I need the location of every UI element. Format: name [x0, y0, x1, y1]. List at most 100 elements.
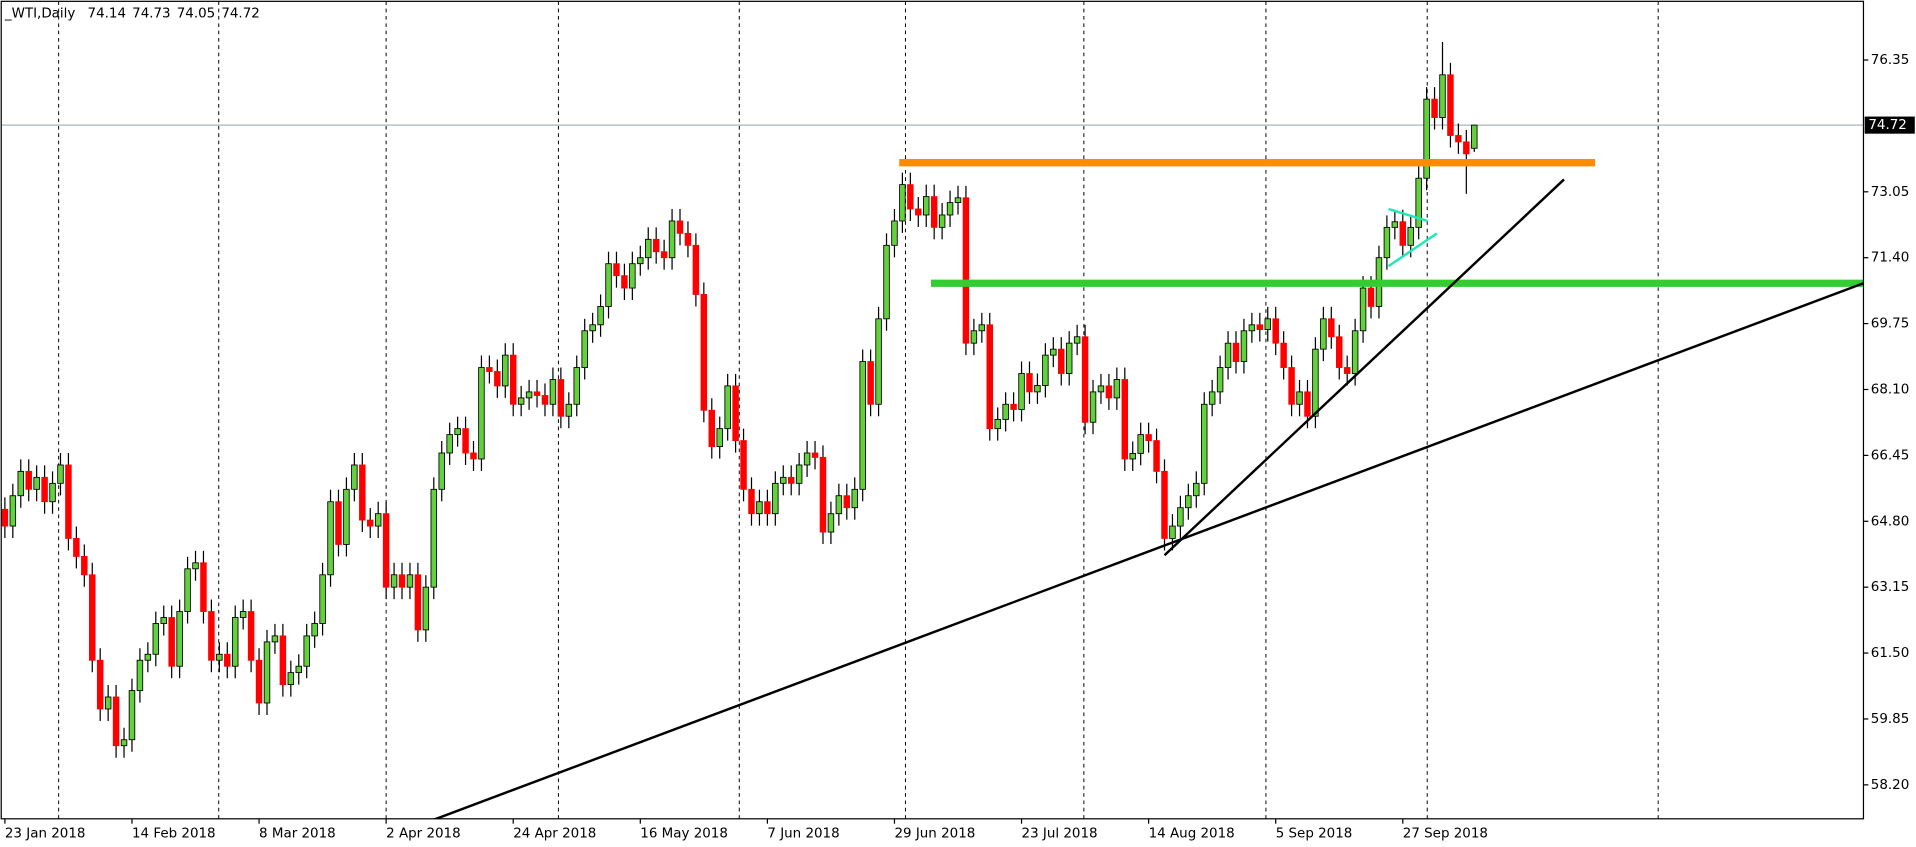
- candle-body: [597, 305, 604, 326]
- candle-body: [65, 464, 72, 539]
- candle-body: [1058, 348, 1065, 374]
- candle-body: [1423, 98, 1430, 179]
- x-tick-label: 16 May 2018: [640, 826, 728, 841]
- candle-body: [1193, 482, 1200, 497]
- y-tick-label: 73.05: [1871, 185, 1909, 200]
- candle-body: [73, 538, 80, 557]
- candle-body: [1002, 403, 1009, 420]
- candle-body: [184, 568, 191, 612]
- candle-body: [1312, 348, 1319, 417]
- chart-title: _WTI,Daily: [4, 7, 75, 22]
- candle-body: [557, 379, 565, 417]
- candle-body: [541, 395, 549, 405]
- candle-body: [819, 456, 827, 533]
- candle-body: [994, 419, 1001, 430]
- candle-body: [1264, 318, 1271, 331]
- x-tick-label: 27 Sep 2018: [1403, 826, 1488, 841]
- candle-body: [41, 476, 48, 503]
- candle-body: [1216, 367, 1224, 393]
- y-tick-label: 68.10: [1871, 382, 1909, 397]
- candle-body: [891, 220, 898, 246]
- drawings: [432, 158, 1864, 819]
- candle-body: [81, 555, 88, 576]
- candle-body: [1121, 379, 1129, 460]
- x-tick-label: 23 Jan 2018: [5, 826, 86, 841]
- candle-body: [1137, 434, 1144, 454]
- candle-body: [1034, 385, 1041, 393]
- candle-body: [851, 488, 858, 509]
- candle-body: [772, 482, 779, 515]
- candle-body: [17, 470, 25, 497]
- candle-body: [271, 635, 279, 643]
- candle-body: [57, 464, 64, 484]
- candle-body: [1343, 367, 1351, 374]
- open-value: 74.14: [88, 7, 126, 22]
- candle-body: [1224, 342, 1232, 368]
- candle-body: [915, 208, 922, 216]
- candle-body: [605, 263, 612, 307]
- candle-body: [1113, 379, 1121, 399]
- price-box: [1864, 116, 1915, 134]
- candle-body: [1471, 124, 1478, 149]
- candle-body: [1, 508, 9, 527]
- candle-body: [962, 197, 970, 344]
- y-tick-label: 58.20: [1871, 778, 1909, 793]
- x-tick-label: 7 Jun 2018: [767, 826, 839, 841]
- candle-body: [684, 232, 692, 246]
- candle-body: [1367, 287, 1375, 307]
- candle-body: [1383, 226, 1391, 259]
- candle-body: [1351, 330, 1359, 374]
- candle-body: [613, 263, 620, 277]
- candles: [1, 42, 1864, 758]
- x-tick-label: 24 Apr 2018: [513, 826, 596, 841]
- candle-body: [446, 434, 453, 454]
- drawn-line: [1388, 207, 1428, 223]
- candle-body: [1089, 391, 1097, 423]
- candle-body: [509, 354, 517, 405]
- candle-body: [517, 397, 525, 405]
- candle-body: [168, 617, 175, 667]
- candle-body: [422, 586, 430, 631]
- candle-body: [549, 379, 557, 405]
- candle-body: [970, 330, 978, 344]
- candle-body: [1240, 330, 1248, 362]
- candle-body: [1391, 221, 1399, 228]
- x-tick-label: 5 Sep 2018: [1276, 826, 1353, 841]
- candle-body: [200, 562, 207, 612]
- candle-body: [1304, 391, 1311, 417]
- candle-body: [1050, 348, 1057, 356]
- candle-body: [708, 409, 716, 448]
- candle-body: [414, 574, 422, 631]
- candle-body: [398, 574, 406, 588]
- candle-body: [1463, 141, 1470, 155]
- candle-body: [732, 385, 739, 442]
- candle-body: [33, 476, 40, 490]
- candle-body: [899, 184, 906, 222]
- candle-body: [343, 488, 350, 545]
- candle-body: [859, 361, 866, 490]
- candle-body: [470, 452, 477, 460]
- candle-body: [351, 464, 358, 490]
- candle-body: [589, 324, 596, 332]
- candle-body: [787, 476, 795, 484]
- candle-body: [1129, 452, 1136, 460]
- candle-body: [128, 690, 136, 741]
- candle-body: [295, 665, 303, 674]
- candle-body: [938, 214, 946, 228]
- candle-body: [1399, 221, 1407, 246]
- candle-body: [843, 495, 851, 509]
- candle-body: [144, 653, 152, 661]
- candle-body: [922, 196, 930, 216]
- candle-body: [96, 659, 104, 710]
- candle-body: [486, 367, 493, 372]
- y-tick-label: 61.50: [1871, 646, 1909, 661]
- low-value: 74.05: [177, 7, 215, 22]
- y-tick-label: 71.40: [1871, 251, 1909, 266]
- candle-body: [1208, 391, 1216, 405]
- candle-body: [430, 488, 438, 588]
- candle-body: [1145, 434, 1152, 442]
- candle-body: [1042, 354, 1049, 386]
- axes: 76.35 73.05 71.40 69.75 68.10 66.45 64.80 63.15…: [4, 53, 1915, 841]
